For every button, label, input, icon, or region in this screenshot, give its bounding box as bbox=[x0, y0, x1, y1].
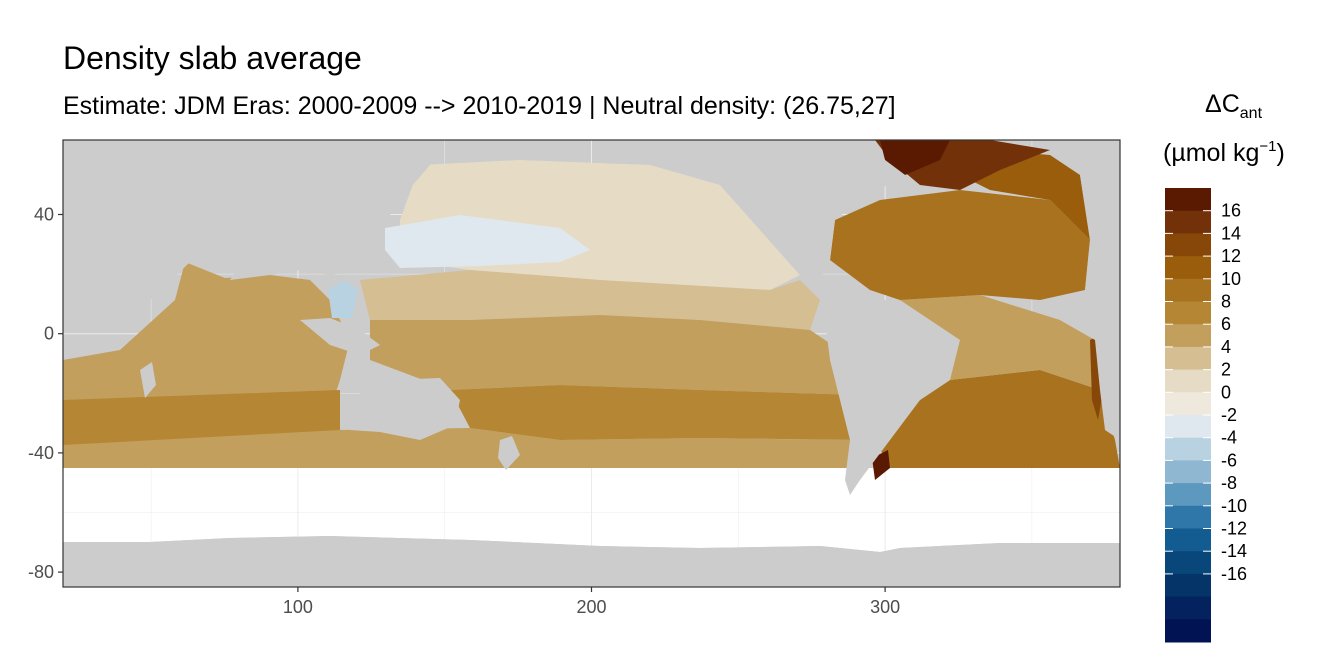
colorbar-swatch bbox=[1165, 392, 1211, 416]
colorbar-label: 8 bbox=[1221, 292, 1231, 312]
colorbar-swatch bbox=[1165, 324, 1211, 348]
colorbar-swatch bbox=[1165, 346, 1211, 371]
colorbar-label: 2 bbox=[1221, 360, 1231, 380]
europe-africa-east-atlantic-land bbox=[1060, 140, 1120, 440]
labrador-sea-max bbox=[880, 140, 950, 175]
y-tick-label: 40 bbox=[34, 205, 54, 225]
colorbar bbox=[1165, 188, 1211, 643]
madagascar-land bbox=[140, 362, 156, 398]
y-tick-label: 0 bbox=[44, 324, 54, 344]
colorbar-label: 16 bbox=[1221, 201, 1241, 221]
x-tick-label: 200 bbox=[576, 597, 606, 617]
legend-title: ΔCant bbox=[1205, 90, 1263, 122]
x-axis: 100 200 300 bbox=[283, 587, 900, 617]
equatorial-pacific bbox=[370, 315, 860, 395]
indian-ocean-south bbox=[63, 390, 340, 445]
map-subtitle: Estimate: JDM Eras: 2000-2009 --> 2010-2… bbox=[63, 92, 896, 120]
africa-land bbox=[63, 140, 260, 320]
colorbar-label: 14 bbox=[1221, 223, 1241, 243]
south-china-sea bbox=[328, 280, 358, 318]
colorbar-swatch bbox=[1165, 596, 1211, 620]
northwest-pacific-negative bbox=[385, 215, 590, 268]
colorbar-swatch bbox=[1165, 415, 1211, 439]
maritime-continent-land bbox=[300, 318, 380, 355]
colorbar-label: -2 bbox=[1221, 405, 1237, 425]
colorbar-swatch bbox=[1165, 528, 1211, 552]
colorbar-label: 10 bbox=[1221, 269, 1241, 289]
south-atlantic bbox=[875, 370, 1120, 468]
x-tick-label: 300 bbox=[870, 597, 900, 617]
colorbar-label: -10 bbox=[1221, 496, 1247, 516]
australia-land bbox=[345, 378, 460, 440]
map-panel bbox=[63, 140, 1120, 587]
south-pacific bbox=[450, 385, 860, 440]
colorbar-swatch bbox=[1165, 460, 1211, 484]
colorbar-swatch bbox=[1165, 619, 1211, 643]
colorbar-swatch bbox=[1165, 551, 1211, 575]
x-tick-label: 100 bbox=[283, 597, 313, 617]
colorbar-label: 4 bbox=[1221, 337, 1231, 357]
colorbar-swatch bbox=[1165, 188, 1211, 212]
ocean-regions bbox=[63, 140, 1120, 480]
subtropical-north-atlantic bbox=[830, 190, 1090, 300]
colorbar-swatch bbox=[1165, 256, 1211, 280]
colorbar-label: 0 bbox=[1221, 382, 1231, 402]
y-axis: 40 0 -40 -80 bbox=[28, 205, 63, 582]
colorbar-swatch bbox=[1165, 483, 1211, 507]
colorbar-swatch bbox=[1165, 573, 1211, 598]
map-title: Density slab average bbox=[63, 40, 362, 76]
colorbar-label: -14 bbox=[1221, 541, 1247, 561]
colorbar-swatch bbox=[1165, 437, 1211, 461]
colorbar-label: -16 bbox=[1221, 564, 1247, 584]
colorbar-label: -12 bbox=[1221, 519, 1247, 539]
colorbar-swatch bbox=[1165, 369, 1211, 393]
y-tick-label: -80 bbox=[28, 562, 54, 582]
colorbar-swatch bbox=[1165, 210, 1211, 234]
colorbar-label: -8 bbox=[1221, 473, 1237, 493]
colorbar-swatch bbox=[1165, 233, 1211, 257]
colorbar-label: 12 bbox=[1221, 246, 1241, 266]
north-america-land bbox=[720, 140, 905, 280]
south-america-land bbox=[825, 300, 960, 495]
north-pacific-subtropical bbox=[360, 270, 820, 330]
colorbar-swatch bbox=[1165, 301, 1211, 325]
y-tick-label: -40 bbox=[28, 443, 54, 463]
colorbar-label: 6 bbox=[1221, 314, 1231, 334]
colorbar-label: -4 bbox=[1221, 428, 1237, 448]
colorbar-swatch bbox=[1165, 278, 1211, 302]
colorbar-swatch bbox=[1165, 505, 1211, 529]
legend-units: (µmol kg−1) bbox=[1163, 138, 1285, 167]
continents bbox=[63, 140, 1120, 495]
antarctica-land bbox=[63, 536, 1120, 587]
new-zealand-land bbox=[498, 436, 520, 470]
colorbar-label: -6 bbox=[1221, 450, 1237, 470]
asia-land bbox=[180, 140, 430, 280]
